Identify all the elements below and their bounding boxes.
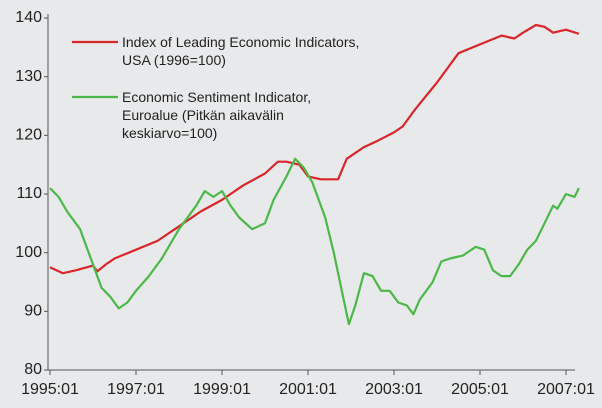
x-tick-label: 2005:01 — [451, 381, 509, 398]
legend-label: Index of Leading Economic Indicators, US… — [122, 34, 360, 68]
y-tick-label: 120 — [15, 127, 42, 144]
x-tick-label: 2007:01 — [537, 381, 595, 398]
y-tick-label: 130 — [15, 68, 42, 85]
x-tick-label: 2003:01 — [365, 381, 423, 398]
y-tick-label: 90 — [24, 303, 42, 320]
legend-label: Economic Sentiment Indicator, Euroalue (… — [122, 89, 312, 141]
x-tick-label: 1995:01 — [21, 381, 79, 398]
y-tick-label: 140 — [15, 9, 42, 26]
y-tick-label: 80 — [24, 361, 42, 378]
x-tick-label: 2001:01 — [279, 381, 337, 398]
y-tick-label: 100 — [15, 244, 42, 261]
x-tick-label: 1999:01 — [193, 381, 251, 398]
series-line — [49, 157, 580, 326]
y-tick-label: 110 — [16, 185, 42, 202]
x-tick-label: 1997:01 — [107, 381, 165, 398]
series-line — [49, 23, 580, 275]
